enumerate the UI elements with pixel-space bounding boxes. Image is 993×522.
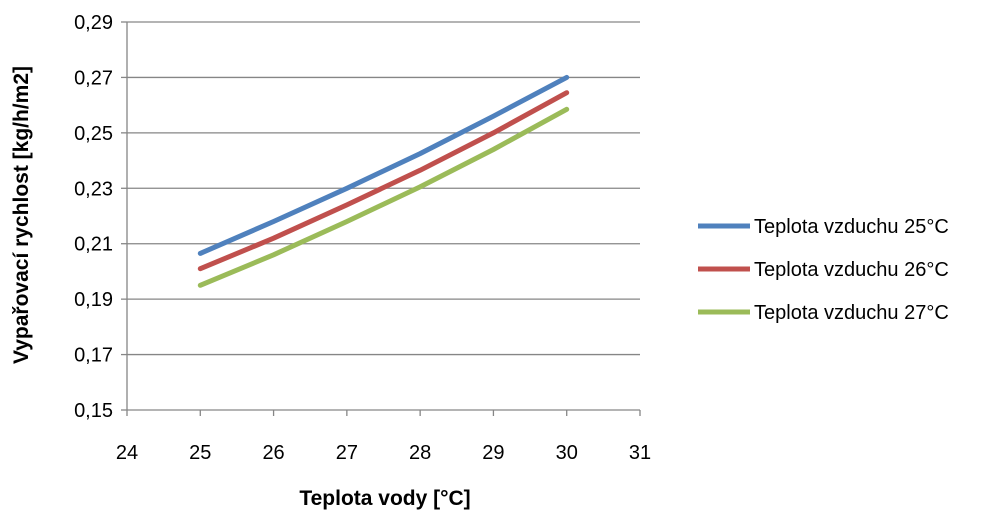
legend-label-2: Teplota vzduchu 26°C [754,259,949,281]
legend-label-1: Teplota vzduchu 25°C [754,216,949,238]
x-tick-label: 24 [116,442,138,464]
x-tick-label: 30 [556,442,578,464]
x-tick-label: 27 [336,442,358,464]
y-tick-label: 0,19 [74,289,113,311]
x-tick-label: 28 [409,442,431,464]
y-axis-title: Vypařovací rychlost [kg/h/m2] [10,66,33,364]
series-line-1 [197,74,570,256]
axes [121,21,641,416]
series-line-2 [197,90,570,272]
y-tick-label: 0,21 [74,234,113,256]
legend: Teplota vzduchu 25°C Teplota vzduchu 26°C… [698,216,949,324]
x-tick-label: 25 [189,442,211,464]
x-tick-label: 26 [262,442,284,464]
x-tick-label: 31 [629,442,651,464]
y-tick-label: 0,29 [74,12,113,34]
y-tick-label: 0,23 [74,178,113,200]
y-tick-label: 0,27 [74,67,113,89]
series-lines [197,74,570,288]
x-tick-label: 29 [482,442,504,464]
tick-labels: 0,15 0,17 0,19 0,21 0,23 0,25 0,27 0,29 24 25 26 27… [74,12,651,464]
y-tick-label: 0,15 [74,400,113,422]
legend-label-3: Teplota vzduchu 27°C [754,302,949,324]
gridlines [127,21,640,356]
x-axis-title: Teplota vody [°C] [299,487,470,510]
series-line-3 [197,106,570,288]
y-tick-label: 0,17 [74,345,113,367]
y-tick-label: 0,25 [74,123,113,145]
